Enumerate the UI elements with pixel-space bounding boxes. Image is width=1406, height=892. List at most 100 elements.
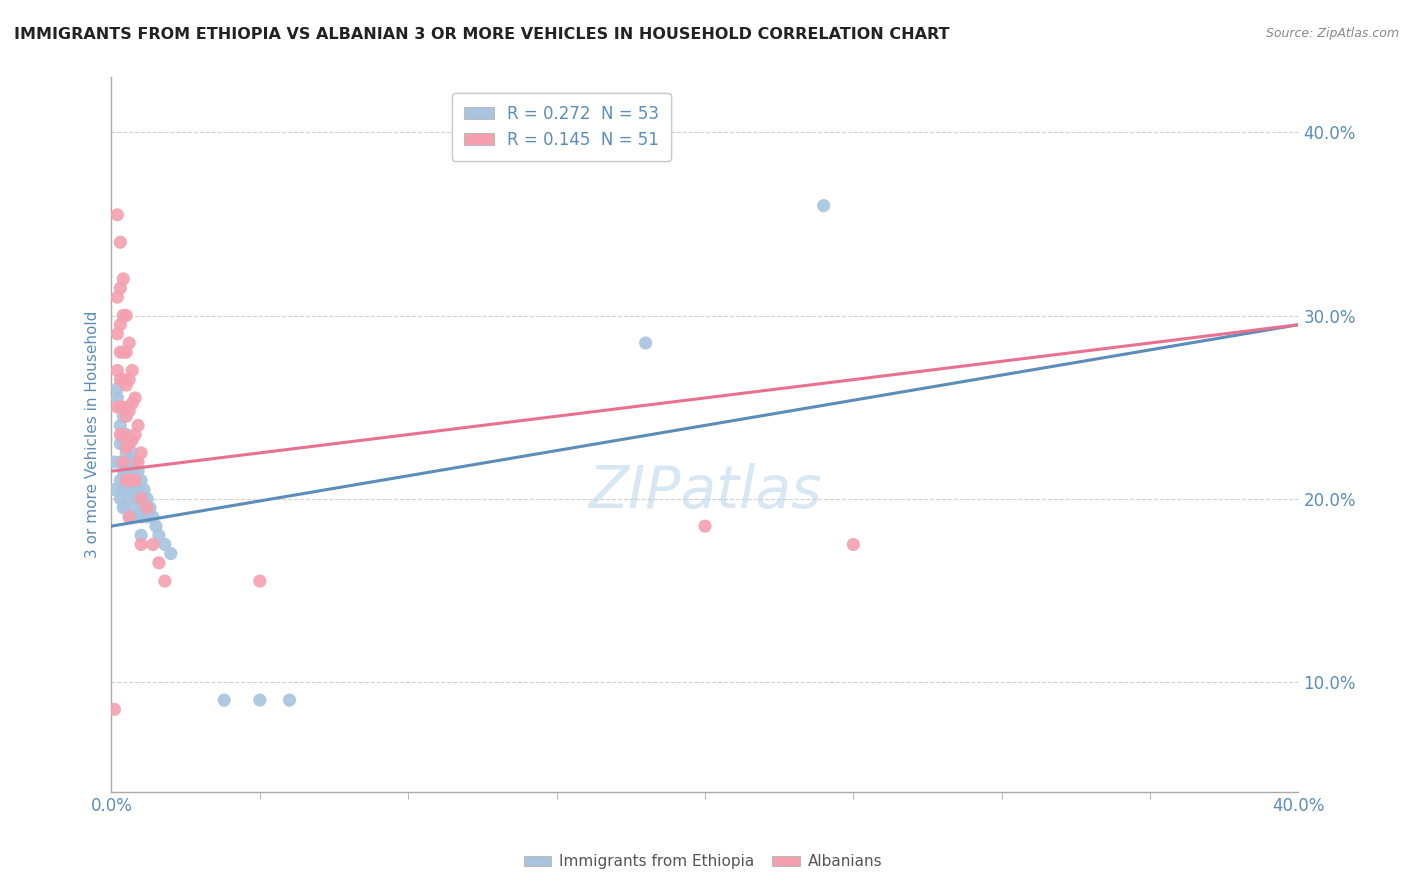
- Point: [115, 500, 138, 515]
- Point: [112, 345, 135, 359]
- Point: [121, 433, 143, 447]
- Point: [124, 455, 146, 469]
- Point: [136, 491, 159, 506]
- Text: ZIPatlas: ZIPatlas: [588, 463, 821, 520]
- Point: [121, 474, 143, 488]
- Point: [127, 500, 149, 515]
- Point: [115, 409, 138, 424]
- Point: [118, 336, 141, 351]
- Point: [105, 391, 128, 405]
- Point: [103, 455, 125, 469]
- Point: [139, 500, 162, 515]
- Point: [110, 373, 132, 387]
- Point: [118, 474, 141, 488]
- Point: [115, 345, 138, 359]
- Point: [129, 510, 152, 524]
- Point: [124, 474, 146, 488]
- Text: Source: ZipAtlas.com: Source: ZipAtlas.com: [1265, 27, 1399, 40]
- Point: [112, 409, 135, 424]
- Point: [115, 441, 138, 455]
- Point: [110, 281, 132, 295]
- Point: [148, 528, 170, 542]
- Point: [112, 400, 135, 414]
- Text: IMMIGRANTS FROM ETHIOPIA VS ALBANIAN 3 OR MORE VEHICLES IN HOUSEHOLD CORRELATION: IMMIGRANTS FROM ETHIOPIA VS ALBANIAN 3 O…: [14, 27, 949, 42]
- Point: [115, 309, 138, 323]
- Legend: Immigrants from Ethiopia, Albanians: Immigrants from Ethiopia, Albanians: [517, 848, 889, 875]
- Point: [105, 382, 128, 396]
- Point: [124, 427, 146, 442]
- Point: [212, 693, 235, 707]
- Point: [136, 500, 159, 515]
- Point: [142, 510, 165, 524]
- Point: [148, 556, 170, 570]
- Point: [124, 474, 146, 488]
- Point: [115, 483, 138, 497]
- Point: [110, 491, 132, 506]
- Legend: R = 0.272  N = 53, R = 0.145  N = 51: R = 0.272 N = 53, R = 0.145 N = 51: [453, 93, 671, 161]
- Point: [129, 474, 152, 488]
- Point: [129, 491, 152, 506]
- Point: [110, 318, 132, 332]
- Point: [124, 391, 146, 405]
- Point: [129, 446, 152, 460]
- Point: [132, 500, 155, 515]
- Point: [112, 373, 135, 387]
- Point: [124, 510, 146, 524]
- Point: [103, 702, 125, 716]
- Point: [105, 326, 128, 341]
- Point: [142, 537, 165, 551]
- Point: [110, 418, 132, 433]
- Point: [127, 418, 149, 433]
- Point: [278, 693, 301, 707]
- Point: [118, 510, 141, 524]
- Point: [842, 537, 865, 551]
- Point: [136, 510, 159, 524]
- Point: [115, 464, 138, 478]
- Point: [634, 336, 657, 351]
- Point: [112, 455, 135, 469]
- Point: [105, 208, 128, 222]
- Point: [112, 272, 135, 286]
- Point: [693, 519, 716, 533]
- Point: [118, 436, 141, 450]
- Point: [110, 345, 132, 359]
- Point: [115, 474, 138, 488]
- Point: [118, 510, 141, 524]
- Point: [118, 455, 141, 469]
- Point: [118, 474, 141, 488]
- Point: [115, 378, 138, 392]
- Point: [118, 373, 141, 387]
- Point: [105, 290, 128, 304]
- Point: [115, 427, 138, 442]
- Point: [121, 446, 143, 460]
- Point: [112, 483, 135, 497]
- Point: [159, 547, 181, 561]
- Point: [129, 491, 152, 506]
- Point: [118, 491, 141, 506]
- Point: [127, 464, 149, 478]
- Point: [153, 574, 176, 588]
- Point: [249, 574, 271, 588]
- Point: [110, 235, 132, 250]
- Point: [121, 464, 143, 478]
- Point: [110, 436, 132, 450]
- Point: [132, 483, 155, 497]
- Point: [118, 403, 141, 417]
- Point: [110, 400, 132, 414]
- Point: [110, 455, 132, 469]
- Point: [110, 474, 132, 488]
- Point: [121, 363, 143, 377]
- Point: [112, 464, 135, 478]
- Point: [115, 446, 138, 460]
- Point: [249, 693, 271, 707]
- Point: [118, 436, 141, 450]
- Point: [112, 427, 135, 442]
- Point: [127, 455, 149, 469]
- Point: [121, 483, 143, 497]
- Point: [129, 528, 152, 542]
- Point: [127, 483, 149, 497]
- Point: [153, 537, 176, 551]
- Y-axis label: 3 or more Vehicles in Household: 3 or more Vehicles in Household: [86, 311, 100, 558]
- Point: [129, 537, 152, 551]
- Point: [112, 309, 135, 323]
